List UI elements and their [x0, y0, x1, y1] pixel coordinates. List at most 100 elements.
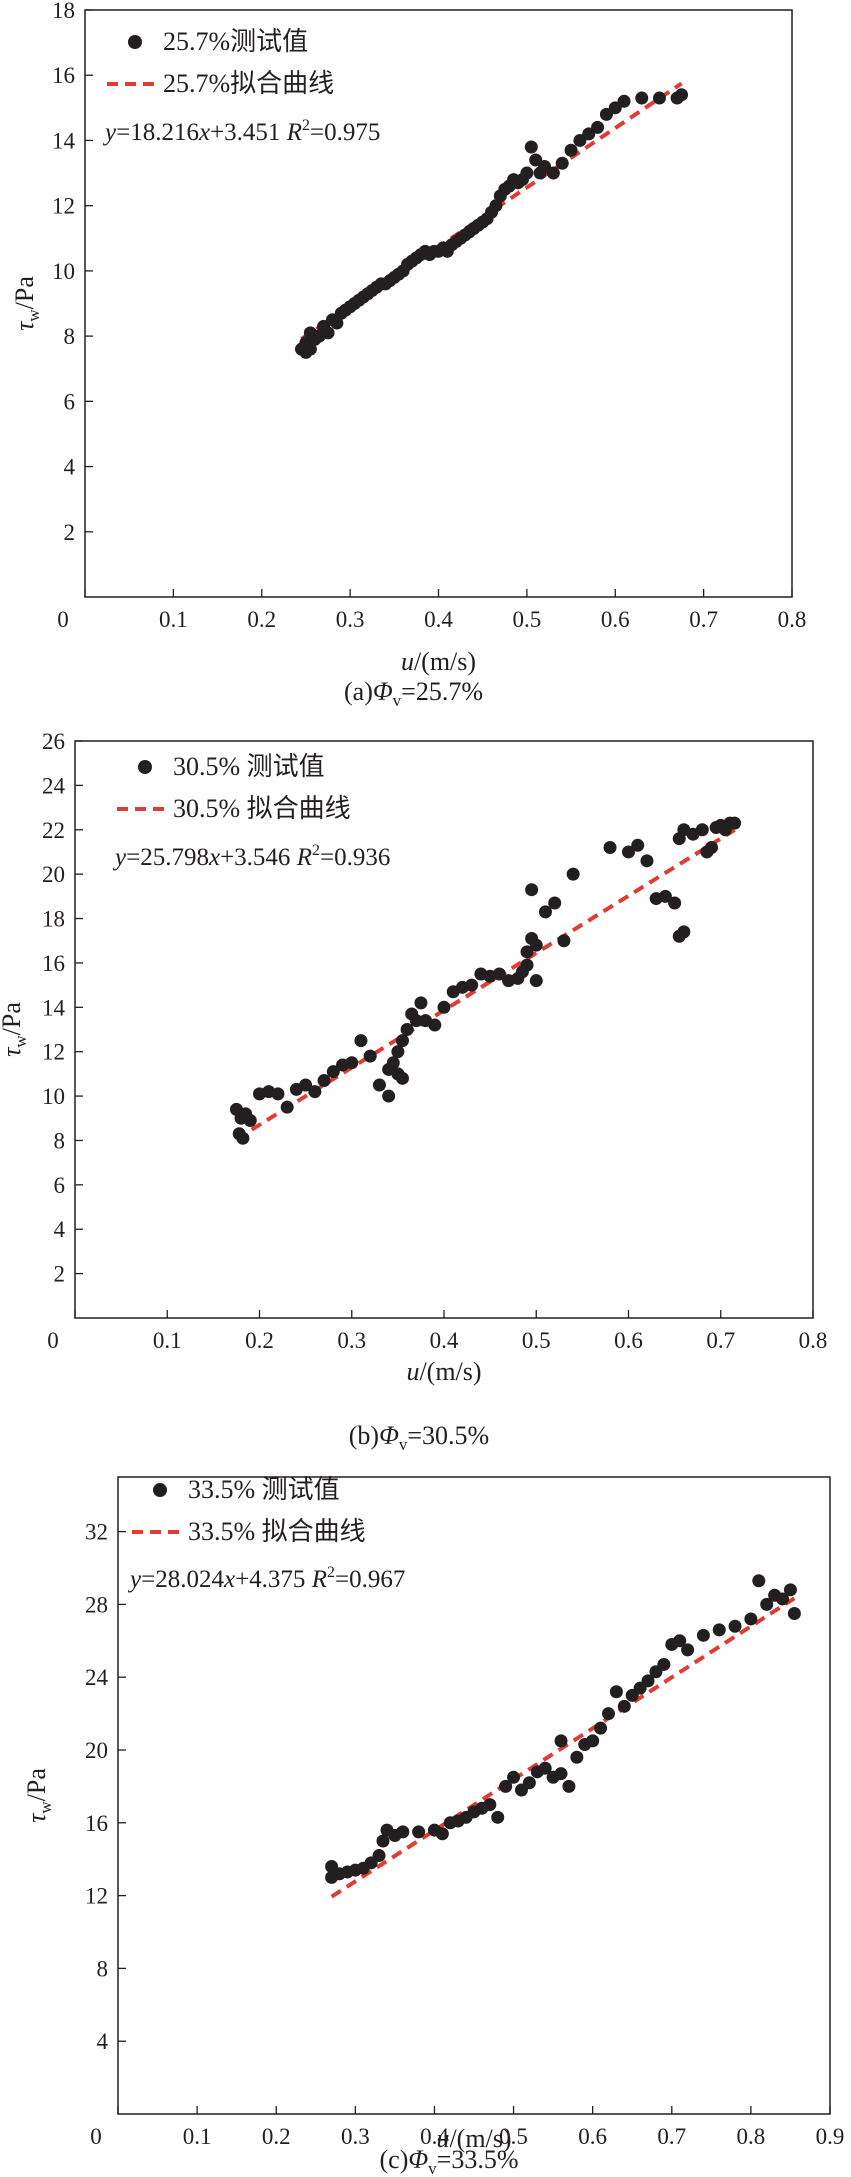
x-tick-label: 0.6	[578, 2124, 607, 2149]
fit-equation: y=18.216x+3.451 R2=0.975	[102, 117, 380, 146]
data-point	[538, 905, 552, 919]
data-point	[326, 1065, 340, 1079]
data-point	[465, 978, 479, 992]
data-point	[652, 91, 666, 105]
x-tick-label: 0.6	[614, 1328, 643, 1353]
legend-marker-points	[138, 760, 152, 774]
data-point	[372, 1849, 386, 1863]
x-axis-unit: /(m/s)	[414, 647, 476, 676]
caption-sub: v	[428, 2159, 437, 2177]
data-point	[492, 967, 506, 981]
y-tick-label: 12	[85, 1884, 108, 1909]
data-point	[386, 1056, 400, 1070]
eq-r-value: =0.975	[310, 119, 380, 146]
data-point	[668, 896, 682, 910]
eq-y: y	[102, 119, 117, 146]
eq-slope: =28.024	[141, 1566, 224, 1593]
y-axis-var: τ	[0, 1046, 26, 1057]
data-point	[695, 823, 709, 837]
x-tick-label: 0.7	[689, 607, 718, 632]
data-point	[744, 1612, 758, 1626]
data-point	[617, 1699, 631, 1713]
y-tick-label: 2	[54, 1262, 66, 1287]
x-tick-label: 0	[57, 607, 69, 632]
eq-intercept: +3.451	[210, 119, 280, 146]
data-point	[525, 883, 539, 897]
x-tick-label: 0.1	[153, 1328, 182, 1353]
data-point	[507, 1770, 521, 1784]
chart-caption: (a)Φv=25.7%	[344, 677, 483, 710]
x-tick-label: 0.3	[341, 2124, 370, 2149]
x-tick-label: 0.3	[336, 607, 365, 632]
eq-r: R	[296, 844, 312, 871]
eq-y: y	[127, 1566, 142, 1593]
data-point	[705, 841, 719, 855]
data-point	[354, 1034, 368, 1048]
data-point	[538, 1761, 552, 1775]
data-point	[428, 1018, 442, 1032]
x-axis-label: u/(m/s)	[406, 1357, 481, 1386]
data-point	[522, 1776, 536, 1790]
y-tick-label: 8	[97, 1956, 109, 1981]
data-point	[271, 1087, 285, 1101]
legend-label-points: 30.5% 测试值	[173, 752, 325, 781]
caption-var: Φ	[408, 2145, 428, 2174]
data-point	[677, 925, 691, 939]
y-tick-label: 12	[52, 194, 75, 219]
data-point	[641, 1674, 655, 1688]
data-point	[640, 854, 654, 868]
data-point	[489, 199, 503, 213]
eq-intercept: +4.375	[235, 1566, 305, 1593]
data-point	[299, 1078, 313, 1092]
data-point	[635, 91, 649, 105]
eq-r-exp: 2	[312, 842, 320, 859]
data-point	[345, 1056, 359, 1070]
chart-2: 0 0.1 0.2 0.3 0.4 0.5 0.6 0.7 0.8246810121416182…	[0, 729, 827, 1454]
eq-r: R	[311, 1566, 327, 1593]
data-point	[555, 156, 569, 170]
x-axis-unit: /(m/s)	[419, 1357, 481, 1386]
y-axis-var: τ	[10, 320, 39, 331]
data-point	[491, 1810, 505, 1824]
eq-x: x	[198, 119, 210, 146]
eq-slope: =25.798	[126, 844, 209, 871]
data-point	[631, 838, 645, 852]
x-axis-var: u	[406, 1357, 419, 1386]
data-point	[400, 1023, 414, 1036]
legend-marker-points	[128, 35, 142, 49]
data-point	[609, 1685, 623, 1699]
y-tick-label: 24	[42, 773, 66, 798]
fit-equation: y=25.798x+3.546 R2=0.936	[112, 842, 390, 871]
y-tick-label: 16	[85, 1811, 108, 1836]
data-point	[712, 1623, 726, 1637]
y-tick-label: 26	[42, 729, 65, 754]
y-tick-label: 32	[85, 1520, 108, 1545]
fit-line	[330, 1596, 796, 1899]
legend-marker-points	[153, 1483, 167, 1497]
x-tick-label: 0.2	[247, 607, 276, 632]
y-tick-label: 20	[85, 1738, 108, 1763]
data-point	[622, 845, 635, 859]
y-tick-label: 8	[54, 1128, 66, 1153]
data-point	[554, 1767, 568, 1781]
data-point	[236, 1131, 250, 1145]
x-tick-label: 0.9	[816, 2124, 845, 2149]
x-axis-var: u	[436, 2124, 449, 2153]
caption-var: Φ	[373, 677, 393, 706]
data-point	[382, 1089, 396, 1103]
y-axis-unit: /Pa	[22, 1768, 51, 1802]
caption-prefix: (c)	[380, 2145, 409, 2174]
y-axis-unit: /Pa	[10, 276, 39, 310]
data-point	[330, 316, 344, 330]
x-tick-label: 0.1	[183, 2124, 212, 2149]
data-point	[435, 1827, 449, 1841]
eq-r-value: =0.967	[335, 1566, 405, 1593]
x-axis-label: u/(m/s)	[436, 2124, 511, 2153]
chart-caption: (c)Φv=33.5%	[380, 2145, 519, 2177]
data-point	[752, 1574, 766, 1588]
data-point	[594, 1721, 608, 1735]
caption-value: =30.5%	[407, 1421, 489, 1450]
eq-r-exp: 2	[302, 117, 310, 134]
caption-sub: v	[399, 1435, 408, 1454]
y-tick-label: 6	[64, 389, 76, 414]
